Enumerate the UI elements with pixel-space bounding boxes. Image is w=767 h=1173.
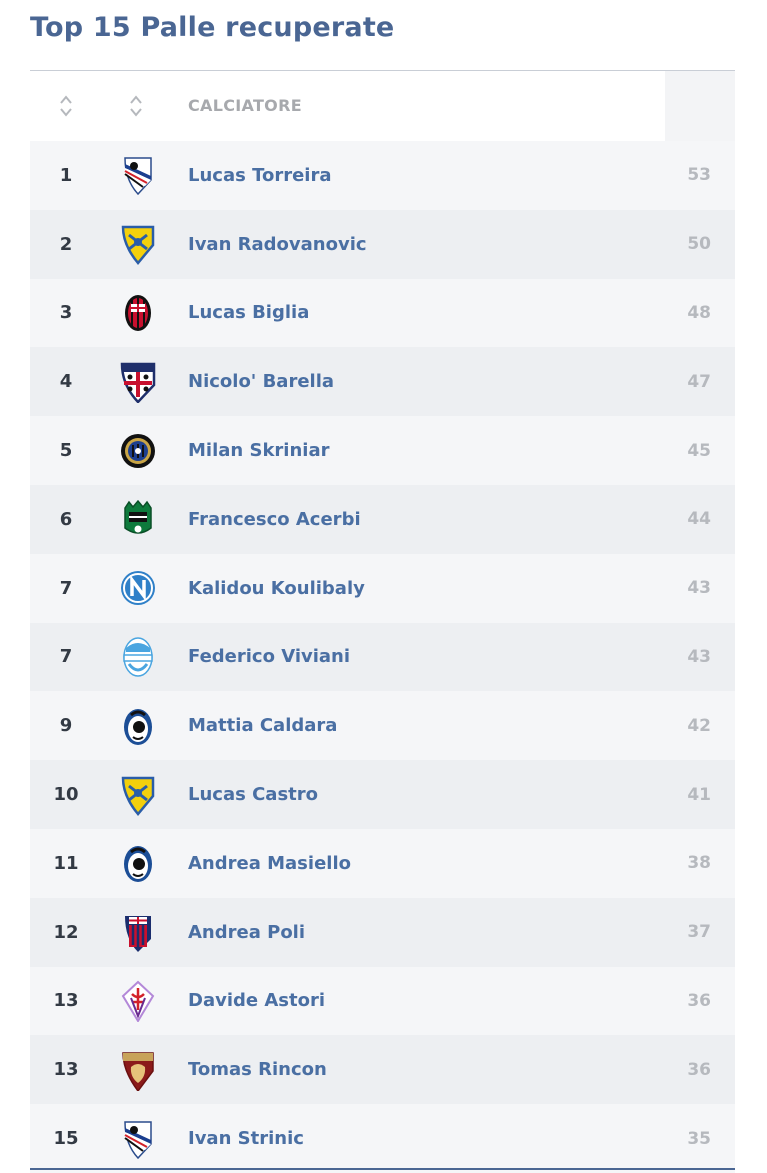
napoli-crest-icon	[119, 567, 157, 609]
table-row: 12 Andrea Poli 37	[30, 897, 735, 967]
chievo-crest-icon	[119, 223, 157, 266]
table-row: 13 Davide Astori 36	[30, 966, 735, 1036]
player-link[interactable]: Tomas Rincon	[188, 1059, 327, 1081]
rank-cell: 3	[59, 302, 73, 324]
rank-cell: 7	[59, 646, 73, 668]
player-link[interactable]: Davide Astori	[188, 990, 326, 1012]
sort-rank-icon[interactable]	[58, 93, 74, 119]
stats-table: CALCIATORE 1 Lucas Torreira 53 2 Ivan Radova…	[30, 70, 735, 1173]
player-link[interactable]: Ivan Radovanovic	[188, 233, 367, 255]
rank-cell: 6	[59, 508, 73, 530]
rank-cell: 13	[53, 1059, 79, 1081]
atalanta-crest-icon	[119, 842, 157, 884]
table-row: 5 Milan Skriniar 45	[30, 416, 735, 485]
table-row: 13 Tomas Rincon 36	[30, 1035, 735, 1105]
table-body: 1 Lucas Torreira 53 2 Ivan Radovanovic 50 3 Luc…	[30, 141, 735, 1173]
table-row: 2 Ivan Radovanovic 50	[30, 209, 735, 279]
player-link[interactable]: Lucas Torreira	[188, 164, 332, 186]
value-cell: 43	[687, 646, 711, 667]
rank-cell: 15	[53, 1128, 79, 1150]
rank-cell: 9	[59, 715, 73, 737]
table-row: 4 Nicolo' Barella 47	[30, 347, 735, 417]
table-row: 7 Kalidou Koulibaly 43	[30, 553, 735, 623]
player-link[interactable]: Francesco Acerbi	[188, 508, 361, 530]
value-cell: 41	[687, 784, 711, 805]
value-cell: 43	[687, 578, 711, 599]
rank-cell: 10	[53, 784, 79, 806]
table-row: 7 Federico Viviani 43	[30, 622, 735, 692]
player-link[interactable]: Nicolo' Barella	[188, 371, 335, 393]
player-link[interactable]: Milan Skriniar	[188, 440, 330, 462]
atalanta-crest-icon	[119, 705, 157, 747]
spal-crest-icon	[119, 636, 157, 678]
rank-cell: 13	[53, 990, 79, 1012]
player-link[interactable]: Kalidou Koulibaly	[188, 577, 365, 599]
value-cell: 36	[687, 990, 711, 1011]
table-row: 10 Lucas Castro 41	[30, 760, 735, 829]
table-row: 11 Andrea Masiello 38	[30, 828, 735, 898]
sort-team-icon[interactable]	[128, 93, 144, 119]
player-link[interactable]: Lucas Biglia	[188, 302, 310, 324]
table-row: 15 Ivan Strinic 35	[30, 1104, 735, 1173]
inter-crest-icon	[119, 430, 157, 472]
value-cell: 42	[687, 715, 711, 736]
value-cell: 47	[687, 371, 711, 392]
rank-cell: 5	[59, 440, 73, 462]
value-cell: 48	[687, 302, 711, 323]
bologna-crest-icon	[119, 911, 157, 953]
table-bottom-border	[30, 1168, 735, 1170]
cagliari-crest-icon	[119, 361, 157, 403]
player-link[interactable]: Lucas Castro	[188, 784, 318, 806]
rank-cell: 1	[59, 164, 73, 186]
rank-cell: 12	[53, 921, 79, 943]
sassuolo-crest-icon	[119, 498, 157, 540]
rank-cell: 7	[59, 577, 73, 599]
table-row: 3 Lucas Biglia 48	[30, 278, 735, 348]
player-link[interactable]: Ivan Strinic	[188, 1128, 304, 1150]
page-title: Top 15 Palle recuperate	[30, 12, 395, 43]
fiorentina-crest-icon	[119, 980, 157, 1022]
value-cell: 44	[687, 509, 711, 530]
table-row: 1 Lucas Torreira 53	[30, 141, 735, 210]
value-cell: 37	[687, 922, 711, 943]
chievo-crest-icon	[119, 774, 157, 816]
torino-crest-icon	[119, 1049, 157, 1091]
sampdoria-crest-icon	[119, 1118, 157, 1160]
rank-cell: 2	[59, 233, 73, 255]
player-link[interactable]: Federico Viviani	[188, 646, 351, 668]
table-header: CALCIATORE	[30, 71, 735, 141]
value-cell: 35	[687, 1128, 711, 1149]
value-column-header[interactable]	[665, 71, 735, 141]
value-cell: 38	[687, 853, 711, 874]
rank-cell: 11	[53, 852, 79, 874]
table-row: 6 Francesco Acerbi 44	[30, 484, 735, 554]
sampdoria-crest-icon	[119, 154, 157, 196]
player-link[interactable]: Mattia Caldara	[188, 715, 338, 737]
table-row: 9 Mattia Caldara 42	[30, 691, 735, 761]
player-link[interactable]: Andrea Poli	[188, 921, 306, 943]
value-cell: 36	[687, 1059, 711, 1080]
rank-cell: 4	[59, 371, 73, 393]
milan-crest-icon	[119, 292, 157, 334]
value-cell: 53	[687, 165, 711, 186]
value-cell: 50	[687, 234, 711, 255]
value-cell: 45	[687, 440, 711, 461]
player-column-header[interactable]: CALCIATORE	[188, 96, 302, 115]
player-link[interactable]: Andrea Masiello	[188, 852, 351, 874]
